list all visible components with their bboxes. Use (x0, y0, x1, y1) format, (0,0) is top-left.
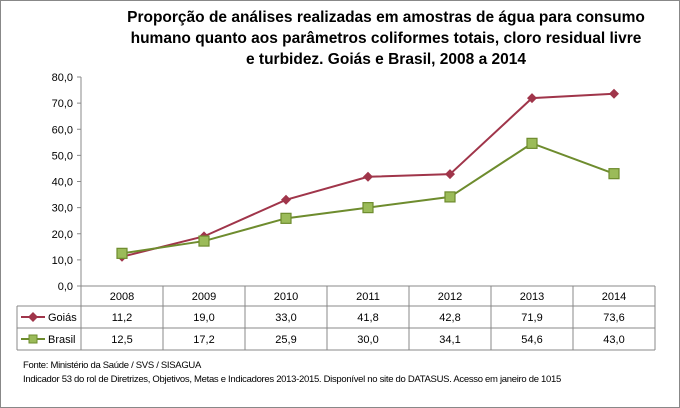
legend-diamond-icon (28, 312, 38, 322)
data-point-square (608, 168, 620, 180)
legend-square-icon (28, 334, 38, 344)
y-tick-label: 40,0 (52, 177, 73, 189)
data-point-square (280, 212, 292, 224)
data-table-cell: 11,2 (112, 312, 133, 324)
data-table-cell: 71,9 (521, 312, 542, 324)
data-point-diamond (281, 194, 291, 205)
y-tick-label: 60,0 (52, 124, 73, 136)
data-table-cell: 54,6 (521, 334, 542, 346)
chart-title: Proporção de análises realizadas em amos… (71, 7, 679, 70)
y-tick-label: 50,0 (52, 150, 73, 162)
data-table-cell: 73,6 (603, 312, 624, 324)
data-table-cell: 30,0 (357, 334, 378, 346)
x-tick-label: 2013 (520, 291, 544, 303)
data-table-cell: 41,8 (357, 312, 378, 324)
data-table-cell: 42,8 (439, 312, 460, 324)
x-tick-label: 2010 (274, 291, 298, 303)
data-point-square (526, 137, 538, 149)
data-point-square (198, 235, 210, 247)
y-tick-label: 70,0 (52, 98, 73, 110)
data-table-cell: 12,5 (111, 334, 132, 346)
data-point-square (116, 247, 128, 259)
y-tick-label: 10,0 (52, 255, 73, 267)
y-tick-label: 0,0 (58, 281, 73, 293)
x-tick-label: 2012 (438, 291, 462, 303)
x-tick-label: 2009 (192, 291, 216, 303)
title-line: Proporção de análises realizadas em amos… (127, 9, 645, 26)
footer-source: Fonte: Ministério da Saúde / SVS / SISAG… (23, 360, 202, 371)
legend-label: Goiás (48, 312, 77, 324)
data-point-square (444, 191, 456, 203)
series-line-brasil (121, 142, 615, 255)
data-point-diamond (527, 93, 537, 104)
y-tick-label: 20,0 (52, 229, 73, 241)
title-line: humano quanto aos parâmetros coliformes … (130, 30, 642, 47)
y-tick-label: 30,0 (52, 203, 73, 215)
data-table-cell: 43,0 (603, 334, 624, 346)
data-table-cell: 17,2 (193, 334, 214, 346)
data-point-diamond (445, 169, 455, 180)
x-tick-label: 2014 (602, 291, 626, 303)
data-point-square (362, 202, 374, 214)
data-table-cell: 33,0 (275, 312, 296, 324)
x-tick-label: 2011 (356, 291, 380, 303)
title-line: e turbidez. Goiás e Brasil, 2008 a 2014 (245, 51, 526, 68)
data-point-diamond (363, 171, 373, 182)
y-tick-label: 80,0 (52, 72, 73, 84)
data-table-cell: 25,9 (275, 334, 296, 346)
legend-label: Brasil (48, 334, 76, 346)
x-tick-label: 2008 (110, 291, 134, 303)
data-point-diamond (609, 88, 619, 99)
data-table-cell: 34,1 (439, 334, 460, 346)
footer-note: Indicador 53 do rol de Diretrizes, Objet… (23, 374, 561, 385)
data-table-cell: 19,0 (193, 312, 214, 324)
